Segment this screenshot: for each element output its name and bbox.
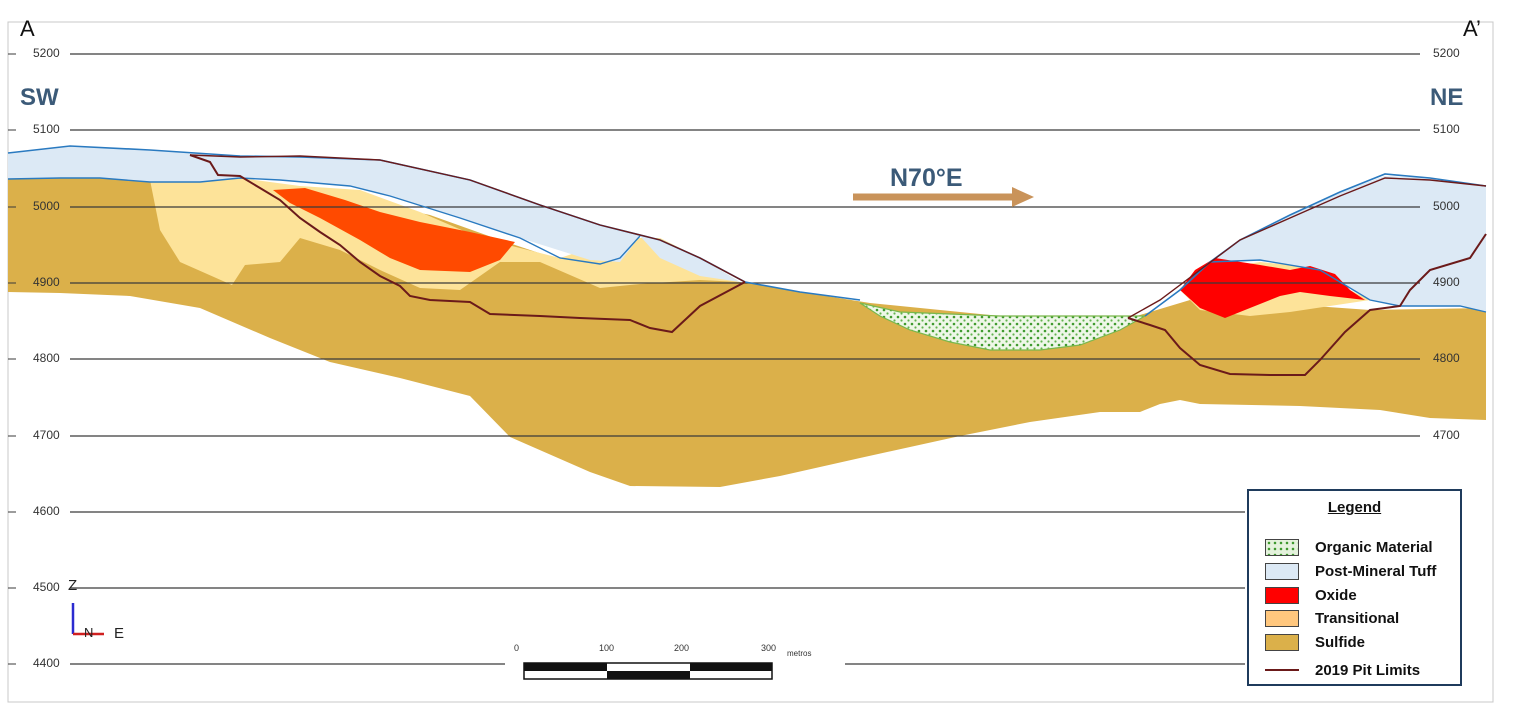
elevation-label: 4800 xyxy=(33,351,60,365)
elevation-label: 4900 xyxy=(33,275,60,289)
legend-item-oxide: Oxide xyxy=(1265,585,1357,605)
tuff-base-line xyxy=(7,177,641,265)
elevation-label: 4700 xyxy=(33,428,60,442)
tuff-zone-right xyxy=(1210,176,1486,312)
bearing-label: N70°E xyxy=(890,164,963,192)
legend-box: Legend Organic Material Post-Mineral Tuf… xyxy=(1247,489,1462,686)
legend-item-transitional: Transitional xyxy=(1265,608,1399,628)
elevation-label-right: 4700 xyxy=(1433,428,1460,442)
elevation-label: 5200 xyxy=(33,46,60,60)
sulfide-swatch xyxy=(1265,633,1299,651)
oxide-zone-right xyxy=(1180,258,1365,318)
scale-tick-label: 200 xyxy=(674,643,690,653)
topography-line-right xyxy=(1144,173,1487,317)
transitional-swatch xyxy=(1265,609,1299,627)
section-frame xyxy=(7,21,1494,703)
elevation-label-right: 5100 xyxy=(1433,122,1460,136)
tuff-zone-left xyxy=(8,146,740,282)
legend-item-pit-limits: 2019 Pit Limits xyxy=(1265,660,1420,680)
bearing-arrow xyxy=(853,187,1034,207)
scale-tick-label: 0 xyxy=(514,643,520,653)
scale-tick-label: 300 xyxy=(761,643,777,653)
legend-item-sulfide: Sulfide xyxy=(1265,632,1365,652)
elevation-label: 4600 xyxy=(33,504,60,518)
legend-item-organic-material: Organic Material xyxy=(1265,537,1433,557)
orientation-axes-icon xyxy=(71,603,104,636)
axis-up-label: Z xyxy=(68,577,78,594)
left-direction-label: SW xyxy=(20,84,59,111)
legend-label: Sulfide xyxy=(1315,633,1366,651)
pit-limit-left xyxy=(189,154,746,334)
organic-material-zone xyxy=(859,302,1148,351)
axis-into-label: N xyxy=(84,625,94,640)
elevation-label: 4500 xyxy=(33,580,60,594)
section-start-label: A xyxy=(20,16,35,41)
legend-label: Post-Mineral Tuff xyxy=(1315,562,1437,580)
legend-label: Transitional xyxy=(1315,609,1400,627)
elevation-label-right: 5000 xyxy=(1433,199,1460,213)
legend-label: Oxide xyxy=(1315,586,1357,604)
pit-limit-top-right xyxy=(1127,177,1487,319)
right-direction-label: NE xyxy=(1430,84,1464,111)
oxide-zone-left xyxy=(273,188,515,272)
oxide-swatch xyxy=(1265,586,1299,604)
pit-limit-right xyxy=(1127,233,1487,376)
section-end-label: A’ xyxy=(1463,16,1481,41)
axis-right-label: E xyxy=(114,625,125,642)
elevation-label: 5100 xyxy=(33,122,60,136)
legend-title: Legend xyxy=(1327,499,1382,516)
scale-unit-label: metros xyxy=(787,649,812,658)
legend-label: Organic Material xyxy=(1315,538,1433,556)
elevation-label-right: 4800 xyxy=(1433,351,1460,365)
pit-limits-swatch xyxy=(1265,669,1299,671)
legend-item-post-mineral-tuff: Post-Mineral Tuff xyxy=(1265,561,1436,581)
organic-material-swatch xyxy=(1265,538,1299,556)
legend-label: 2019 Pit Limits xyxy=(1315,661,1421,679)
post-mineral-tuff-swatch xyxy=(1265,562,1299,580)
scale-bar xyxy=(523,662,773,680)
elevation-grid xyxy=(70,53,1420,665)
elevation-label: 4400 xyxy=(33,656,60,670)
elevation-label-right: 5200 xyxy=(1433,46,1460,60)
scale-tick-label: 100 xyxy=(599,643,615,653)
elevation-label-right: 4900 xyxy=(1433,275,1460,289)
elevation-label: 5000 xyxy=(33,199,60,213)
pit-limit-top-left xyxy=(189,154,746,283)
tuff-base-line-right xyxy=(1209,259,1487,313)
